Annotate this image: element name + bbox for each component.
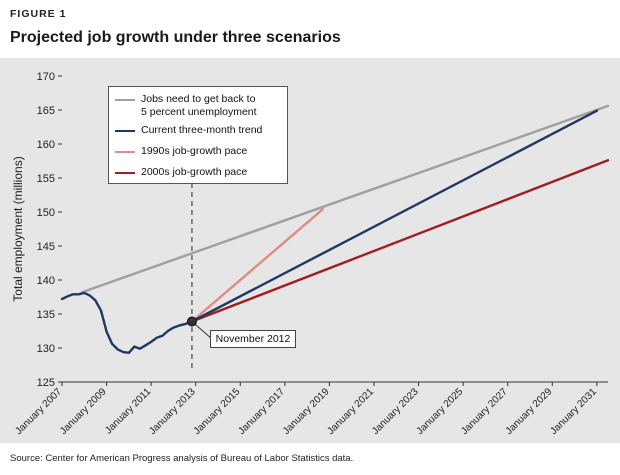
y-tick-label-145: 145 [37, 241, 55, 253]
series-line-1990s-job-growth-pace [190, 208, 324, 323]
legend-label-5-percent-line2: 5 percent unemployment [141, 106, 257, 118]
x-tick-label-2017: January 2017 [236, 386, 287, 437]
y-tick-label-130: 130 [37, 343, 55, 355]
series-line-historical-employment [60, 291, 194, 354]
x-tick-label-2013: January 2013 [147, 386, 198, 437]
series-line-current-three-month-trend [190, 109, 599, 323]
series-line-2000s-job-growth-pace [190, 159, 610, 323]
legend-label-1990s: 1990s job-growth pace [141, 145, 248, 157]
legend-label-5-percent-line1: Jobs need to get back to [141, 93, 256, 105]
y-tick-label-135: 135 [37, 309, 55, 321]
y-tick-label-170: 170 [37, 71, 55, 83]
y-tick-label-140: 140 [37, 275, 55, 287]
legend-label-5-percent: Jobs need to get back to 5 percent unemp… [141, 93, 291, 119]
legend-label-current-trend: Current three-month trend [141, 124, 263, 136]
legend-label-2000s: 2000s job-growth pace [141, 166, 248, 178]
series-line-jobs-need-to-get-back-to-5-percent-unemployment [80, 104, 610, 294]
x-tick-label-2009: January 2009 [58, 386, 109, 437]
x-tick-label-2011: January 2011 [103, 386, 153, 436]
y-tick-label-165: 165 [37, 105, 55, 117]
november-2012-callout: November 2012 [210, 330, 296, 348]
x-tick-label-2025: January 2025 [415, 386, 466, 437]
y-tick-label-155: 155 [37, 173, 55, 185]
legend-swatch-gray [115, 99, 135, 101]
x-tick-label-2027: January 2027 [459, 386, 510, 437]
x-tick-label-2023: January 2023 [370, 386, 421, 437]
x-tick-label-2021: January 2021 [325, 386, 376, 437]
november-2012-marker [186, 316, 197, 327]
plot-panel [0, 58, 620, 443]
legend-swatch-pink [115, 151, 135, 153]
y-axis-title: Total employment (millions) [11, 156, 25, 301]
chart-title: Projected job growth under three scenari… [10, 29, 341, 46]
legend-swatch-navy [115, 130, 135, 132]
chart-legend: Jobs need to get back to 5 percent unemp… [108, 86, 288, 184]
y-tick-label-160: 160 [37, 139, 55, 151]
source-note: Source: Center for American Progress ana… [10, 453, 354, 464]
x-tick-label-2031: January 2031 [548, 386, 599, 437]
x-tick-label-2019: January 2019 [281, 386, 332, 437]
legend-swatch-red [115, 172, 135, 174]
figure-label: FIGURE 1 [10, 8, 67, 20]
y-tick-label-150: 150 [37, 207, 55, 219]
x-tick-label-2007: January 2007 [13, 386, 64, 437]
y-tick-label-125: 125 [37, 377, 55, 389]
figure-header: FIGURE 1 Projected job growth under thre… [0, 0, 620, 58]
